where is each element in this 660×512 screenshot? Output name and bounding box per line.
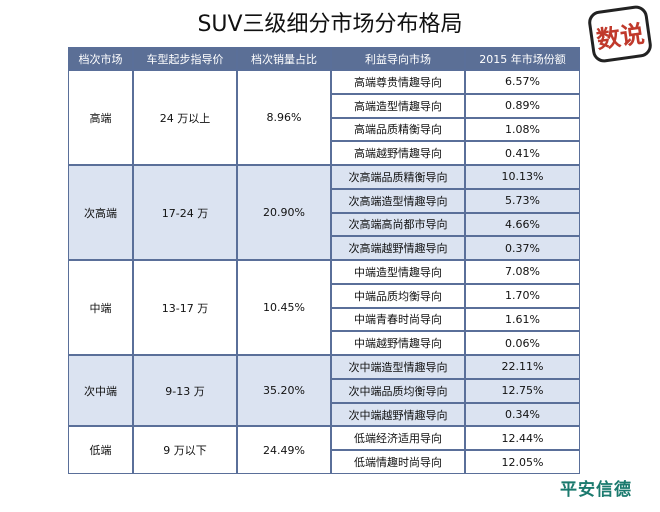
price-cell: 13-17 万 [133,260,237,356]
brand-logo: 平安信德 [560,480,632,500]
share-cell: 10.45% [237,260,331,356]
share-cell: 24.49% [237,426,331,474]
share-cell: 35.20% [237,355,331,427]
tier-cell: 中端 [68,260,133,356]
share-cell: 8.96% [237,70,331,166]
segment-cell: 次高端高尚都市导向 [331,212,465,237]
segment-share-cell: 0.34% [465,402,580,427]
segment-share-cell: 1.08% [465,117,580,142]
segment-share-cell: 12.05% [465,450,580,474]
segment-share-cell: 1.61% [465,307,580,332]
segment-share-cell: 0.37% [465,236,580,261]
segment-cell: 高端品质精衡导向 [331,117,465,142]
price-cell: 17-24 万 [133,165,237,261]
segment-cell: 次中端越野情趣导向 [331,402,465,427]
tier-cell: 低端 [68,426,133,474]
price-cell: 9-13 万 [133,355,237,427]
segment-cell: 次高端越野情趣导向 [331,236,465,261]
segment-share-cell: 12.75% [465,378,580,403]
tier-cell: 次高端 [68,165,133,261]
segment-share-cell: 12.44% [465,426,580,451]
segment-cell: 中端造型情趣导向 [331,260,465,284]
share-cell: 20.90% [237,165,331,261]
segment-cell: 低端经济适用导向 [331,426,465,451]
segment-share-cell: 4.66% [465,212,580,237]
segment-cell: 次高端品质精衡导向 [331,165,465,189]
segment-share-cell: 5.73% [465,188,580,213]
segment-share-cell: 6.57% [465,70,580,94]
segment-cell: 中端品质均衡导向 [331,283,465,308]
segment-share-cell: 0.41% [465,141,580,166]
segment-cell: 次中端品质均衡导向 [331,378,465,403]
segment-cell: 高端造型情趣导向 [331,93,465,118]
header-cell: 档次市场 [68,47,133,70]
header-cell: 2015 年市场份额 [465,47,580,70]
segment-cell: 高端越野情趣导向 [331,141,465,166]
segment-share-cell: 1.70% [465,283,580,308]
title: SUV三级细分市场分布格局 [197,12,463,37]
segment-cell: 中端青春时尚导向 [331,307,465,332]
segment-share-cell: 10.13% [465,165,580,189]
segment-cell: 高端尊贵情趣导向 [331,70,465,94]
segment-share-cell: 22.11% [465,355,580,379]
segment-cell: 低端情趣时尚导向 [331,450,465,474]
tier-cell: 次中端 [68,355,133,427]
price-cell: 9 万以下 [133,426,237,474]
segment-share-cell: 0.89% [465,93,580,118]
price-cell: 24 万以上 [133,70,237,166]
segment-cell: 次中端造型情趣导向 [331,355,465,379]
segment-share-cell: 7.08% [465,260,580,284]
segment-cell: 中端越野情趣导向 [331,331,465,356]
header-cell: 车型起步指导价 [133,47,237,70]
header-cell: 档次销量占比 [237,47,331,70]
segment-share-cell: 0.06% [465,331,580,356]
tier-cell: 高端 [68,70,133,166]
header-cell: 利益导向市场 [331,47,465,70]
segment-cell: 次高端造型情趣导向 [331,188,465,213]
logo: 数说 [586,4,654,64]
